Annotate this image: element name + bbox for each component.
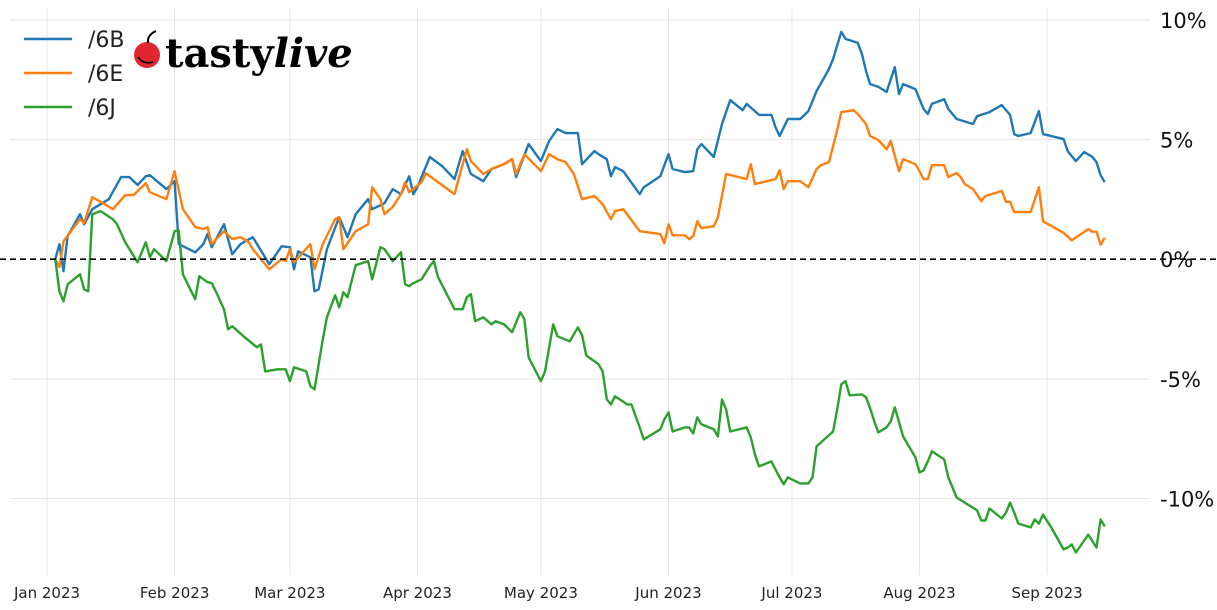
series-line-6J — [54, 209, 1106, 554]
series-line-6E — [54, 109, 1106, 271]
legend-label: /6J — [88, 96, 116, 121]
legend: /6B/6E/6J — [24, 28, 125, 121]
x-tick-label: Feb 2023 — [140, 584, 210, 602]
tastylive-logo: tastylive — [134, 30, 353, 77]
cherry-stem — [146, 30, 157, 44]
x-tick-label: Jul 2023 — [760, 584, 822, 602]
logo-text: tastylive — [165, 30, 353, 77]
x-tick-label: Aug 2023 — [883, 584, 955, 602]
series-line-6B — [54, 30, 1106, 293]
legend-label: /6B — [88, 28, 125, 53]
y-tick-label: -10% — [1160, 487, 1214, 511]
grid — [10, 8, 1150, 575]
x-tick-label: Apr 2023 — [383, 584, 452, 602]
x-tick-label: Jun 2023 — [634, 584, 701, 602]
y-tick-label: 5% — [1160, 129, 1193, 153]
legend-label: /6E — [88, 62, 123, 87]
y-tick-label: -5% — [1160, 368, 1201, 392]
x-tick-label: Jan 2023 — [13, 584, 80, 602]
x-axis: Jan 2023 Feb 2023 Mar 2023 Apr 2023 May 2023… — [13, 584, 1083, 602]
y-axis: 10% 5% 0% -5% -10% — [1160, 9, 1214, 511]
x-tick-label: Mar 2023 — [254, 584, 325, 602]
cherry-icon — [134, 42, 160, 68]
y-tick-label: 0% — [1160, 248, 1193, 272]
cherry-highlight — [137, 56, 154, 64]
y-tick-label: 10% — [1160, 9, 1207, 33]
x-tick-label: Sep 2023 — [1012, 584, 1083, 602]
series-lines — [0, 30, 1217, 554]
x-tick-label: May 2023 — [504, 584, 578, 602]
